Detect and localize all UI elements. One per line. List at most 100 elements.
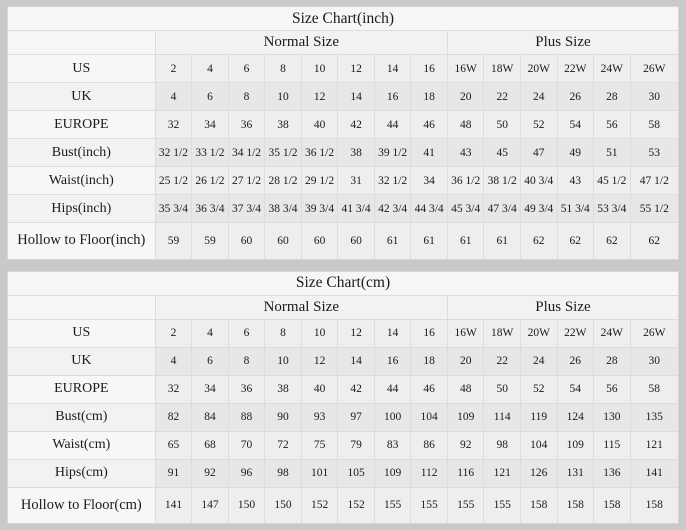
size-table-cm: Size Chart(cm) Normal Size Plus Size US … (8, 271, 678, 523)
cell-value: 6 (227, 54, 266, 83)
cell-value: 116 (446, 458, 485, 488)
cell-value: 56 (593, 374, 631, 404)
cell-value: 62 (556, 222, 595, 259)
table-row-hips: Hips(inch) 35 3/4 36 3/4 37 3/4 38 3/4 3… (8, 194, 678, 223)
cell-value: 49 (556, 138, 595, 167)
size-chart-cm: Size Chart(cm) Normal Size Plus Size US … (7, 270, 679, 524)
cell-value: 68 (191, 430, 229, 460)
cell-value: 45 1/2 (593, 166, 631, 195)
cell-value: 86 (410, 430, 448, 460)
cell-value: 41 (410, 138, 448, 167)
cell-value: 8 (227, 346, 266, 376)
cell-value: 36 1/2 (446, 166, 485, 195)
cell-value: 26 (556, 346, 595, 376)
table-row-europe: EUROPE 32 34 36 38 40 42 44 46 48 50 52 … (8, 110, 678, 139)
table-row-us: US 2 4 6 8 10 12 14 16 16W 18W 20W 22W 2… (8, 318, 678, 348)
cell-value: 61 (483, 222, 521, 259)
cell-value: 32 1/2 (373, 166, 412, 195)
cell-value: 155 (483, 486, 521, 523)
cell-value: 147 (191, 486, 229, 523)
group-corner-cell (8, 30, 156, 55)
cell-value: 155 (446, 486, 485, 523)
cell-value: 36 (227, 374, 266, 404)
cell-value: 6 (227, 318, 266, 348)
cell-value: 53 3/4 (593, 194, 631, 223)
cell-value: 158 (593, 486, 631, 523)
cell-value: 29 1/2 (300, 166, 339, 195)
cell-value: 49 3/4 (519, 194, 558, 223)
cell-value: 84 (191, 402, 229, 432)
group-header-plus-size: Plus Size (446, 294, 678, 320)
cell-value: 38 (264, 374, 302, 404)
cell-value: 62 (629, 222, 678, 259)
cell-value: 59 (154, 222, 193, 259)
cell-value: 141 (629, 458, 678, 488)
cell-value: 34 (191, 110, 229, 139)
cell-value: 109 (556, 430, 595, 460)
cell-value: 8 (264, 318, 302, 348)
cell-value: 26W (629, 54, 678, 83)
table-row-bust: Bust(inch) 32 1/2 33 1/2 34 1/2 35 1/2 3… (8, 138, 678, 167)
cell-value: 10 (264, 82, 302, 111)
cell-value: 46 (410, 374, 448, 404)
cell-value: 158 (556, 486, 595, 523)
cell-value: 14 (337, 346, 375, 376)
cell-value: 24W (593, 54, 631, 83)
cell-value: 36 (227, 110, 266, 139)
group-header-row: Normal Size Plus Size (8, 294, 678, 320)
cell-value: 55 1/2 (629, 194, 678, 223)
cell-value: 101 (300, 458, 339, 488)
cell-value: 65 (154, 430, 193, 460)
cell-value: 26 (556, 82, 595, 111)
cell-value: 16W (446, 318, 485, 348)
cell-value: 2 (154, 318, 193, 348)
title-row: Size Chart(cm) (8, 271, 678, 296)
cell-value: 121 (483, 458, 521, 488)
cell-value: 114 (483, 402, 521, 432)
cell-value: 12 (337, 54, 375, 83)
table-row-uk: UK 4 6 8 10 12 14 16 18 20 22 24 26 28 3… (8, 82, 678, 111)
table-row-bust: Bust(cm) 82 84 88 90 93 97 100 104 109 1… (8, 402, 678, 432)
cell-value: 14 (373, 54, 412, 83)
row-label-waist: Waist(inch) (8, 166, 156, 195)
cell-value: 35 3/4 (154, 194, 193, 223)
cell-value: 26W (629, 318, 678, 348)
cell-value: 18 (410, 346, 448, 376)
cell-value: 18W (483, 54, 521, 83)
cell-value: 88 (227, 402, 266, 432)
cell-value: 45 3/4 (446, 194, 485, 223)
cell-value: 24 (519, 346, 558, 376)
cell-value: 93 (300, 402, 339, 432)
cell-value: 20W (519, 318, 558, 348)
size-table-inch: Size Chart(inch) Normal Size Plus Size U… (8, 7, 678, 259)
cell-value: 34 (410, 166, 448, 195)
row-label-europe: EUROPE (8, 110, 156, 139)
cell-value: 79 (337, 430, 375, 460)
cell-value: 158 (519, 486, 558, 523)
table-body: Size Chart(cm) Normal Size Plus Size US … (8, 271, 678, 523)
cell-value: 47 1/2 (629, 166, 678, 195)
cell-value: 91 (154, 458, 193, 488)
cell-value: 12 (300, 82, 339, 111)
cell-value: 61 (373, 222, 412, 259)
cell-value: 61 (410, 222, 448, 259)
cell-value: 136 (593, 458, 631, 488)
cell-value: 82 (154, 402, 193, 432)
cell-value: 105 (337, 458, 375, 488)
cell-value: 16 (373, 346, 412, 376)
table-row-waist: Waist(cm) 65 68 70 72 75 79 83 86 92 98 … (8, 430, 678, 460)
cell-value: 90 (264, 402, 302, 432)
table-row-hollow-to-floor: Hollow to Floor(cm) 141 147 150 150 152 … (8, 486, 678, 523)
cell-value: 24W (593, 318, 631, 348)
cell-value: 41 3/4 (337, 194, 375, 223)
cell-value: 130 (593, 402, 631, 432)
cell-value: 75 (300, 430, 339, 460)
cell-value: 2 (154, 54, 193, 83)
cell-value: 8 (264, 54, 302, 83)
cell-value: 20W (519, 54, 558, 83)
cell-value: 10 (300, 54, 339, 83)
cell-value: 104 (519, 430, 558, 460)
cell-value: 34 (191, 374, 229, 404)
cell-value: 54 (556, 110, 595, 139)
cell-value: 22W (556, 54, 595, 83)
